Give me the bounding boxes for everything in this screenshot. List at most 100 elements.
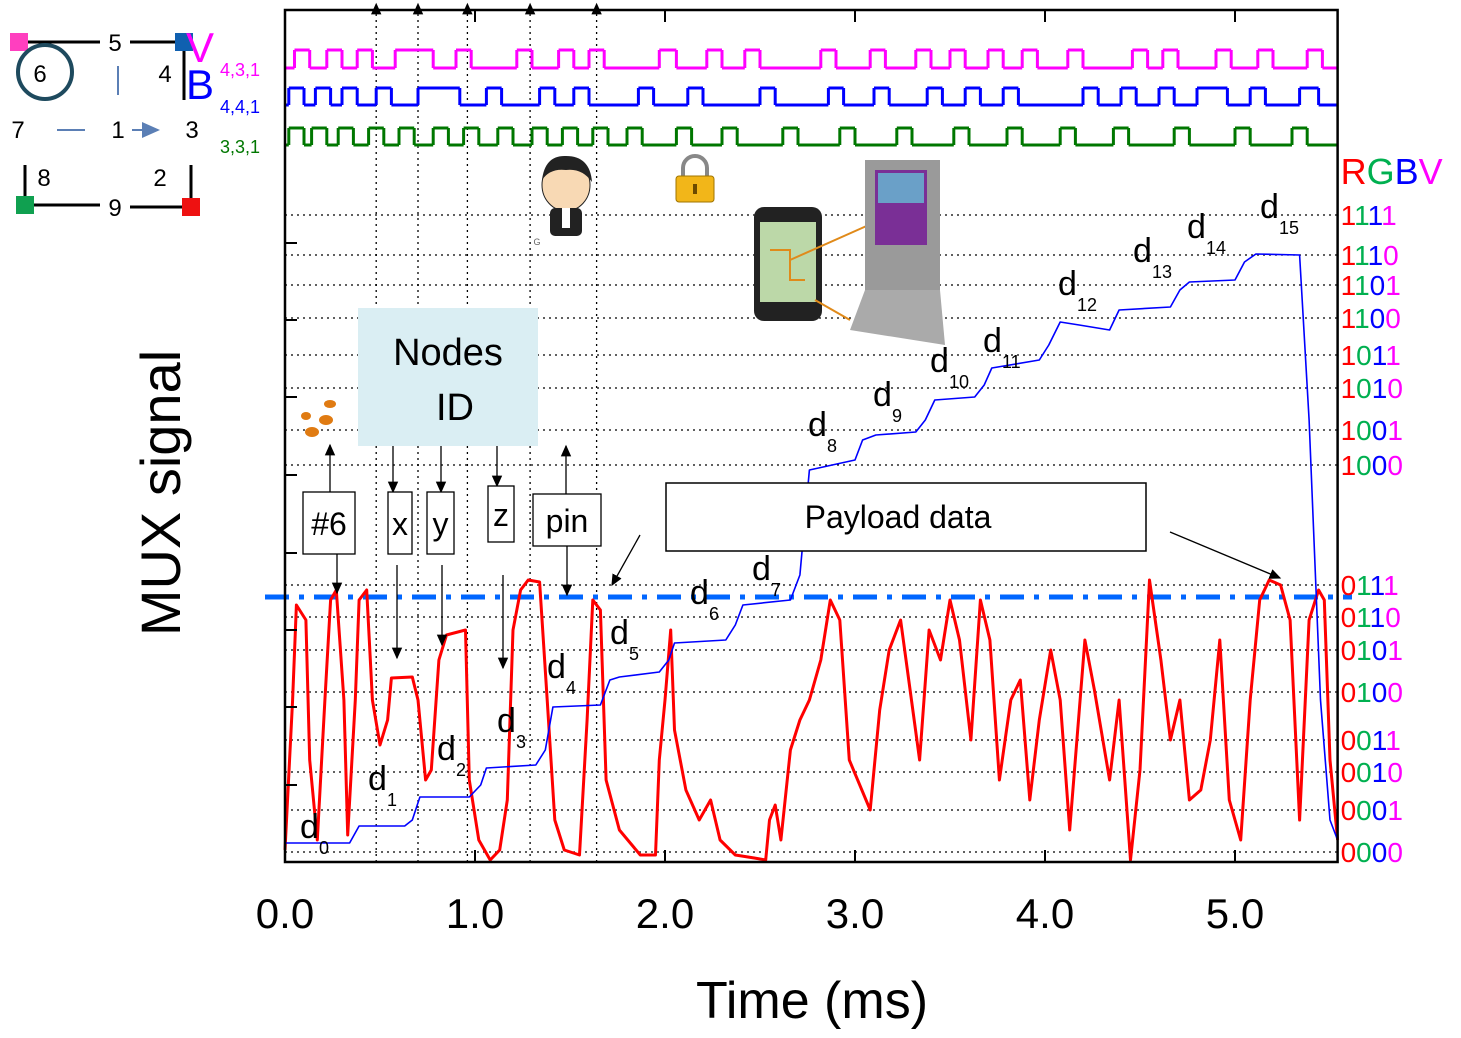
kiosk-icon bbox=[850, 160, 945, 345]
trace-subscript: 4,4,1 bbox=[220, 97, 260, 117]
level-label: 1110 bbox=[1341, 240, 1399, 271]
node-label: 1 bbox=[111, 117, 124, 144]
node-square bbox=[10, 33, 28, 51]
callout-text: x bbox=[392, 506, 408, 542]
annotation: d bbox=[1058, 265, 1077, 303]
node-diagram: 5 6 4 7 1 3 8 2 9 bbox=[10, 30, 200, 222]
trace-subscript: 3,3,1 bbox=[220, 137, 260, 157]
annotation-sub: 4 bbox=[566, 678, 576, 698]
data-line bbox=[283, 578, 1340, 862]
payload-text: Payload data bbox=[805, 499, 992, 535]
annotation-sub: 9 bbox=[892, 406, 902, 426]
annotation: d bbox=[873, 376, 892, 414]
annotation-sub: 7 bbox=[771, 580, 781, 600]
node-label: 5 bbox=[108, 30, 121, 57]
small-mark: G bbox=[533, 237, 540, 247]
node-label: 8 bbox=[37, 165, 50, 192]
annotation-sub: 14 bbox=[1206, 238, 1226, 258]
x-axis-title: Time (ms) bbox=[696, 972, 928, 1030]
annotation-sub: 2 bbox=[456, 760, 466, 780]
x-tick-label: 2.0 bbox=[636, 890, 694, 937]
node-label: 2 bbox=[153, 165, 166, 192]
plot-frame bbox=[283, 8, 1339, 864]
callout-text: y bbox=[433, 506, 449, 542]
annotation-sub: 0 bbox=[319, 838, 329, 858]
node-square bbox=[182, 198, 200, 216]
annotation: d bbox=[497, 702, 516, 740]
callout-box bbox=[487, 485, 515, 543]
level-label: 1111 bbox=[1341, 200, 1397, 231]
level-header: RGBV bbox=[1341, 151, 1443, 192]
annotation-sub: 11 bbox=[1002, 352, 1021, 372]
lock-icon bbox=[675, 154, 715, 203]
annotation-sub: 6 bbox=[709, 604, 719, 624]
annotation: d bbox=[930, 342, 949, 380]
node-square bbox=[16, 196, 34, 214]
annotation-sub: 15 bbox=[1279, 218, 1299, 238]
x-tick-label: 5.0 bbox=[1206, 890, 1264, 937]
box-text: Nodes bbox=[393, 332, 503, 374]
level-label: 1100 bbox=[1341, 303, 1401, 334]
annotation: d bbox=[437, 730, 456, 768]
annotation: d bbox=[300, 808, 319, 846]
level-label: 1000 bbox=[1341, 450, 1403, 481]
level-label: 0010 bbox=[1341, 757, 1403, 788]
trace-label: V bbox=[186, 24, 214, 71]
callout-arrows bbox=[324, 443, 1282, 670]
callout-box bbox=[387, 491, 413, 555]
level-label: 0111 bbox=[1341, 570, 1399, 601]
callout-text: #6 bbox=[311, 506, 347, 542]
annotation: d bbox=[1187, 208, 1206, 246]
callout-text: z bbox=[493, 497, 509, 533]
y-axis-title: MUX signal bbox=[129, 350, 192, 636]
level-label: 0011 bbox=[1341, 725, 1401, 756]
x-tick-label: 0.0 bbox=[256, 890, 314, 937]
annotation: d bbox=[610, 614, 629, 652]
footprints-icon bbox=[301, 400, 336, 437]
level-label: 0110 bbox=[1341, 602, 1401, 633]
annotation: d bbox=[1260, 188, 1279, 226]
level-label: 1001 bbox=[1341, 415, 1403, 446]
annotation: d bbox=[690, 574, 709, 612]
annotation-sub: 1 bbox=[387, 790, 397, 810]
trace-subscript: 4,3,1 bbox=[220, 60, 260, 80]
x-tick-label: 3.0 bbox=[826, 890, 884, 937]
level-label: 1101 bbox=[1341, 270, 1401, 301]
node-label: 4 bbox=[158, 61, 171, 88]
node-label: 9 bbox=[108, 195, 121, 222]
callout-box bbox=[302, 491, 356, 555]
trace-label: B bbox=[186, 61, 214, 108]
box-text: ID bbox=[436, 387, 474, 429]
annotation: d bbox=[368, 760, 387, 798]
annotation: d bbox=[983, 322, 1002, 360]
phone-icon bbox=[754, 207, 881, 321]
annotation-sub: 8 bbox=[827, 436, 837, 456]
callout-box bbox=[532, 493, 602, 547]
payload-box bbox=[665, 482, 1147, 552]
annotation: d bbox=[547, 648, 566, 686]
annotation-sub: 13 bbox=[1152, 262, 1172, 282]
level-label: 0101 bbox=[1341, 635, 1403, 666]
annotation-sub: 10 bbox=[949, 372, 969, 392]
level-label: 1010 bbox=[1341, 373, 1403, 404]
annotation-sub: 5 bbox=[629, 644, 639, 664]
node-label: 7 bbox=[11, 117, 24, 144]
callout-box bbox=[426, 491, 455, 555]
x-tick-label: 1.0 bbox=[446, 890, 504, 937]
annotation: d bbox=[1133, 232, 1152, 270]
level-label: 0001 bbox=[1341, 795, 1403, 826]
nodes-id-box bbox=[358, 308, 538, 446]
node-square bbox=[175, 33, 193, 51]
level-label: 0100 bbox=[1341, 677, 1403, 708]
data-line bbox=[285, 253, 1339, 844]
x-tick-label: 4.0 bbox=[1016, 890, 1074, 937]
callout-text: pin bbox=[546, 503, 589, 539]
plot-area bbox=[265, 2, 1352, 864]
annotation-sub: 12 bbox=[1077, 295, 1097, 315]
level-label: 1011 bbox=[1341, 340, 1401, 371]
level-label: 0000 bbox=[1341, 837, 1403, 868]
annotation: d bbox=[752, 550, 771, 588]
annotation-sub: 3 bbox=[516, 732, 526, 752]
